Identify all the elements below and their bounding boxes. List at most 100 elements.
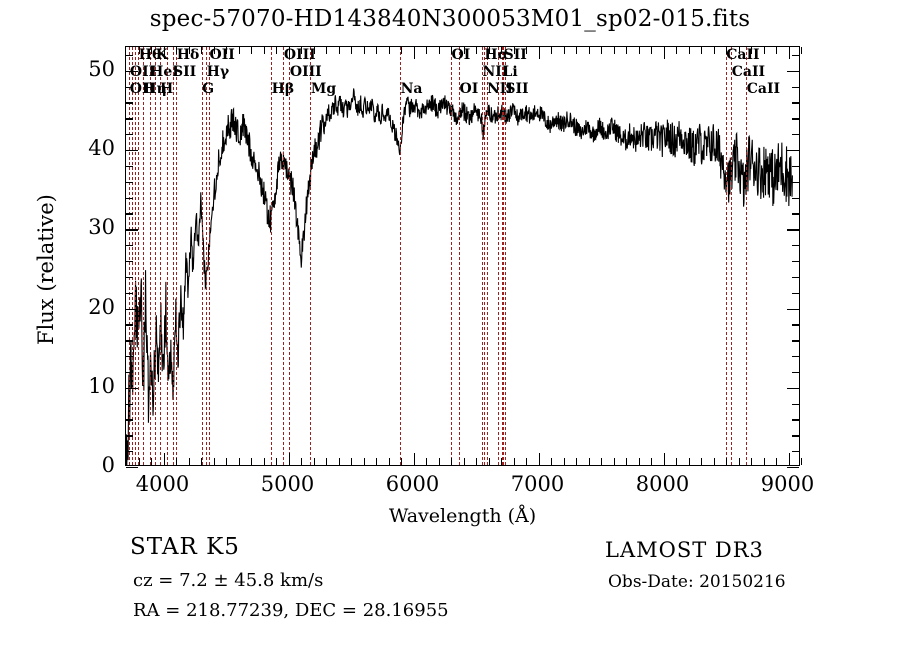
spectral-line-marker: [129, 47, 131, 465]
axis-minor-tick: [601, 47, 603, 54]
x-tick-label: 4000: [135, 472, 190, 496]
axis-major-tick: [126, 150, 138, 152]
axis-minor-tick: [601, 458, 603, 465]
axis-minor-tick: [651, 47, 653, 54]
axis-major-tick: [163, 47, 165, 59]
axis-minor-tick: [451, 47, 453, 54]
axis-minor-tick: [513, 458, 515, 465]
axis-minor-tick: [701, 458, 703, 465]
axis-major-tick: [787, 70, 799, 73]
spectral-line-marker: [459, 47, 460, 465]
axis-minor-tick: [126, 435, 133, 437]
axis-minor-tick: [588, 47, 590, 54]
axis-minor-tick: [126, 245, 133, 247]
axis-minor-tick: [401, 458, 403, 465]
spectral-line-marker: [206, 47, 208, 465]
axis-minor-tick: [126, 86, 133, 88]
axis-minor-tick: [751, 47, 753, 54]
axis-minor-tick: [276, 458, 278, 465]
axis-minor-tick: [488, 47, 490, 54]
axis-major-tick: [787, 387, 799, 390]
axis-major-tick: [126, 308, 138, 310]
axis-minor-tick: [613, 47, 615, 54]
spectral-line-label: Hα: [484, 47, 509, 63]
figure-title: spec-57070-HD143840N300053M01_sp02-015.f…: [149, 6, 751, 32]
axis-minor-tick: [213, 47, 215, 54]
axis-minor-tick: [501, 47, 503, 54]
axis-major-tick: [788, 47, 790, 59]
spectral-line-marker: [504, 47, 506, 465]
x-tick-label: 5000: [260, 472, 315, 496]
spectral-line-marker: [289, 47, 291, 465]
axis-minor-tick: [792, 371, 799, 374]
axis-minor-tick: [526, 458, 528, 465]
axis-minor-tick: [792, 197, 799, 199]
axis-major-tick: [288, 47, 290, 59]
axis-minor-tick: [338, 458, 340, 465]
axis-minor-tick: [676, 458, 678, 465]
observation-date-text: Obs-Date: 20150216: [608, 572, 786, 592]
axis-minor-tick: [801, 458, 803, 465]
axis-minor-tick: [713, 458, 715, 465]
axis-major-tick: [288, 453, 290, 465]
coordinates-text: RA = 218.77239, DEC = 28.16955: [133, 600, 449, 621]
axis-minor-tick: [126, 260, 133, 263]
radial-velocity-text: cz = 7.2 ± 45.8 km/s: [133, 570, 324, 591]
spectral-line-marker: [486, 47, 488, 465]
axis-minor-tick: [792, 435, 799, 437]
axis-minor-tick: [438, 458, 440, 465]
axis-minor-tick: [313, 458, 315, 465]
axis-minor-tick: [792, 403, 799, 405]
axis-minor-tick: [763, 458, 765, 465]
axis-minor-tick: [792, 86, 799, 88]
axis-minor-tick: [763, 47, 765, 54]
axis-minor-tick: [201, 458, 203, 465]
spectral-line-marker: [138, 47, 140, 465]
spectral-line-marker: [482, 47, 483, 465]
axis-minor-tick: [801, 47, 803, 54]
spectral-line-label: Hθ: [138, 47, 162, 63]
spectral-line-label: NII: [482, 64, 509, 80]
spectral-line-marker: [725, 47, 727, 465]
axis-minor-tick: [388, 458, 390, 465]
axis-minor-tick: [751, 458, 753, 465]
axis-minor-tick: [126, 276, 133, 279]
axis-major-tick: [538, 47, 540, 59]
spectral-line-label: Mg: [310, 81, 337, 97]
axis-minor-tick: [126, 54, 133, 57]
spectral-line-marker: [498, 47, 500, 465]
axis-major-tick: [413, 47, 415, 59]
spectral-line-label: H: [160, 81, 174, 97]
axis-minor-tick: [792, 419, 799, 421]
axis-minor-tick: [226, 458, 228, 465]
axis-minor-tick: [513, 47, 515, 54]
axis-major-tick: [538, 453, 540, 465]
axis-major-tick: [788, 453, 790, 465]
axis-minor-tick: [176, 458, 178, 465]
axis-minor-tick: [792, 324, 799, 326]
axis-minor-tick: [126, 292, 133, 294]
axis-minor-tick: [476, 458, 478, 465]
axis-minor-tick: [188, 458, 190, 465]
axis-minor-tick: [588, 458, 590, 465]
axis-minor-tick: [238, 458, 240, 465]
axis-minor-tick: [126, 197, 133, 199]
axis-minor-tick: [638, 458, 640, 465]
axis-minor-tick: [263, 458, 265, 465]
axis-minor-tick: [688, 458, 690, 465]
spectral-line-label: K: [155, 47, 168, 63]
spectral-line-marker: [731, 47, 733, 465]
spectral-line-label: G: [202, 81, 215, 97]
axis-major-tick: [413, 453, 415, 465]
axis-minor-tick: [126, 340, 133, 342]
axis-minor-tick: [138, 47, 140, 54]
axis-minor-tick: [613, 458, 615, 465]
axis-major-tick: [787, 467, 799, 469]
spectral-line-label: Li: [502, 64, 518, 80]
axis-minor-tick: [792, 451, 799, 453]
spectral-line-label: NII: [487, 81, 513, 97]
axis-minor-tick: [226, 47, 228, 54]
axis-minor-tick: [138, 458, 140, 465]
axis-minor-tick: [738, 458, 740, 465]
axis-minor-tick: [376, 458, 378, 465]
